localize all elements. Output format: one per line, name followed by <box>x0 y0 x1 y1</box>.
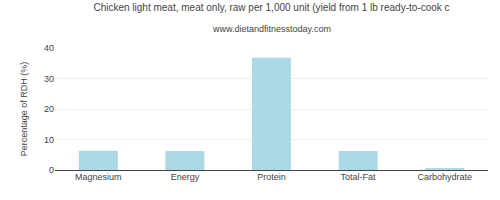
svg-text:0: 0 <box>49 165 54 175</box>
svg-text:10: 10 <box>44 135 54 145</box>
svg-text:Energy: Energy <box>171 172 200 182</box>
svg-text:Protein: Protein <box>257 172 286 182</box>
svg-text:30: 30 <box>44 74 54 84</box>
svg-text:40: 40 <box>44 43 54 53</box>
svg-text:Chicken light meat, meat only,: Chicken light meat, meat only, raw per 1… <box>93 2 449 13</box>
svg-text:Percentage of RDH (%): Percentage of RDH (%) <box>19 62 29 157</box>
svg-text:Carbohydrate: Carbohydrate <box>417 172 472 182</box>
svg-text:20: 20 <box>44 104 54 114</box>
svg-text:Magnesium: Magnesium <box>75 172 122 182</box>
svg-text:Total-Fat: Total-Fat <box>341 172 377 182</box>
svg-text:www.dietandfitnesstoday.com: www.dietandfitnesstoday.com <box>212 24 331 34</box>
